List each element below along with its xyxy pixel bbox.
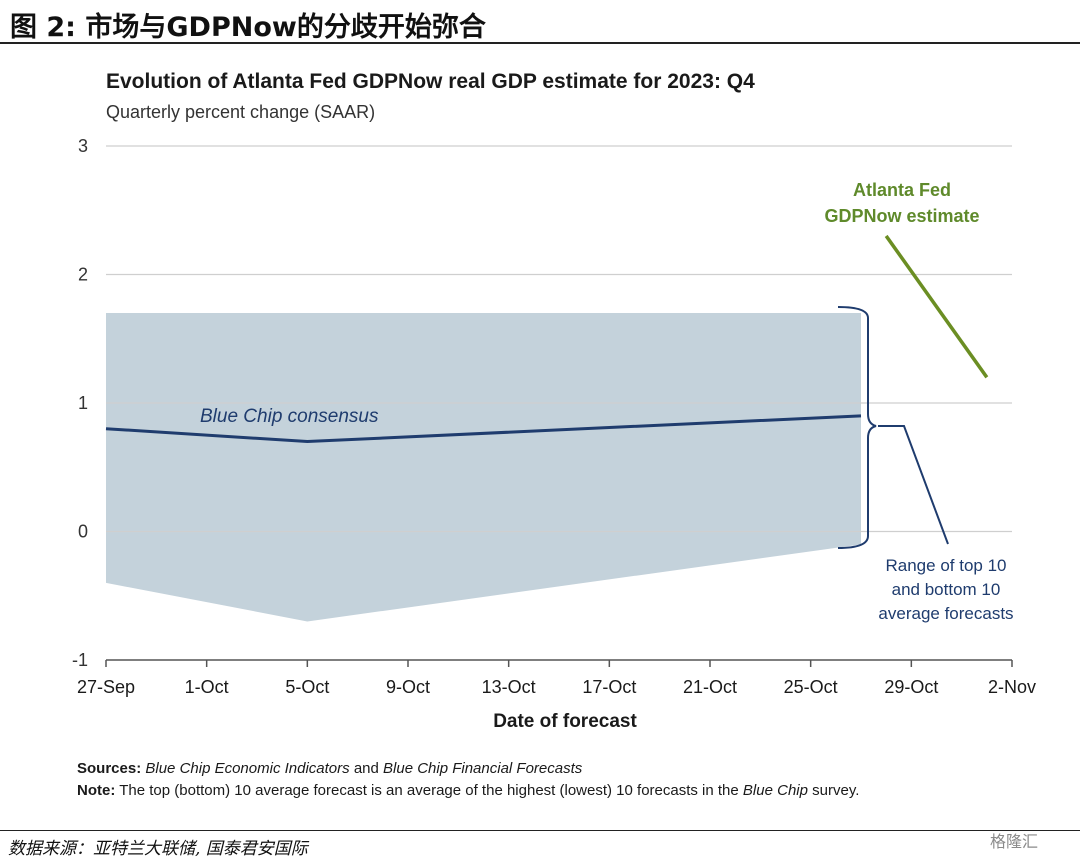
watermark-logo: 格隆汇 [990, 832, 1039, 851]
footer-divider [0, 830, 1080, 831]
sources-line: Sources: Blue Chip Economic Indicators a… [77, 758, 859, 780]
x-tick-label: 27-Sep [77, 677, 135, 697]
x-tick-label: 5-Oct [285, 677, 329, 697]
gdpnow-label-line1: Atlanta Fed [853, 180, 951, 200]
range-leader-line [878, 425, 949, 545]
grid-layer: 3 2 1 0 -1 [72, 136, 1012, 670]
sources-label: Sources: [77, 760, 142, 777]
figure-source: 数据来源：亚特兰大联储, 国泰君安国际 [8, 839, 308, 859]
note-end: survey. [812, 782, 860, 799]
x-axis: 27-Sep 1-Oct 5-Oct 9-Oct 13-Oct 17-Oct 21-Oct 2… [77, 659, 1036, 697]
y-tick-label: 2 [78, 265, 88, 285]
chart-subtitle: Quarterly percent change (SAAR) [106, 102, 376, 122]
range-band [106, 313, 861, 622]
sources-and: and [353, 760, 379, 777]
x-tick-label: 17-Oct [582, 677, 636, 697]
y-tick-label: 1 [78, 393, 88, 413]
chart-svg: 3 2 1 0 -1 27-Sep 1-Oct 5-Oct 9-Oct 13-Oct 17-Oct… [72, 136, 1036, 732]
x-tick-label: 25-Oct [784, 677, 838, 697]
sources-text-1: Blue Chip Economic Indicators [145, 760, 350, 777]
range-brace [837, 306, 877, 549]
x-axis-title: Date of forecast [493, 711, 637, 732]
range-label-line2: and bottom 10 [892, 580, 1001, 599]
range-label-line1: Range of top 10 [886, 556, 1007, 575]
gdpnow-label-line2: GDPNow estimate [824, 206, 979, 226]
range-label-line3: average forecasts [878, 604, 1013, 623]
figure-title: 图 2: 市场与GDPNow的分歧开始弥合 [10, 12, 486, 43]
annotation-layer: Blue Chip consensus Atlanta Fed GDPNow e… [200, 180, 1014, 623]
x-tick-label: 21-Oct [683, 677, 737, 697]
x-tick-label: 1-Oct [185, 677, 229, 697]
gdpnow-estimate-line [884, 234, 989, 379]
range-band-layer [106, 313, 861, 622]
x-tick-label: 2-Nov [988, 677, 1036, 697]
note-italic: Blue Chip [742, 782, 808, 799]
note-text: The top (bottom) 10 average forecast is … [119, 782, 739, 799]
blue-chip-consensus-line [105, 414, 862, 444]
y-tick-label: -1 [72, 650, 88, 670]
y-tick-label: 3 [78, 136, 88, 156]
blue-chip-label: Blue Chip consensus [200, 406, 379, 427]
x-tick-label: 9-Oct [386, 677, 430, 697]
x-tick-label: 13-Oct [482, 677, 536, 697]
sources-text-2: Blue Chip Financial Forecasts [383, 760, 583, 777]
y-tick-label: 0 [78, 522, 88, 542]
figure-header: 图 2: 市场与GDPNow的分歧开始弥合 [0, 0, 1080, 44]
chart-title: Evolution of Atlanta Fed GDPNow real GDP… [106, 70, 755, 93]
note-label: Note: [77, 782, 116, 799]
series-layer [105, 234, 989, 444]
note-line: Note: The top (bottom) 10 average foreca… [77, 780, 859, 802]
chart-notes: Sources: Blue Chip Economic Indicators a… [77, 758, 859, 802]
x-tick-label: 29-Oct [884, 677, 938, 697]
